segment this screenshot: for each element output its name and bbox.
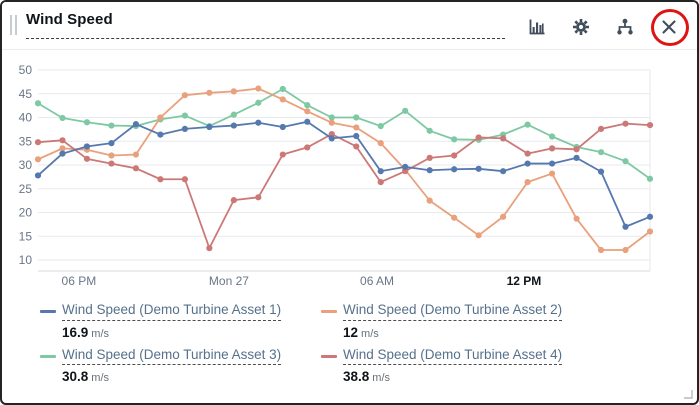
series-2-color-dash bbox=[321, 310, 337, 314]
series-3-color-dash bbox=[40, 354, 56, 358]
close-glyph bbox=[662, 20, 676, 34]
series-4-unit: m/s bbox=[372, 372, 391, 384]
svg-text:25: 25 bbox=[19, 182, 33, 196]
svg-text:15: 15 bbox=[19, 229, 33, 243]
widget-toolbar bbox=[523, 13, 683, 41]
series-2-value: 12 bbox=[343, 324, 359, 340]
series-4-latest: 38.8 m/s bbox=[343, 369, 689, 385]
chart-legend: Wind Speed (Demo Turbine Asset 1) 16.9 m/… bbox=[40, 303, 689, 385]
series-4-label[interactable]: Wind Speed (Demo Turbine Asset 4) bbox=[343, 347, 563, 365]
series-3-label[interactable]: Wind Speed (Demo Turbine Asset 3) bbox=[62, 347, 282, 365]
resize-handle-icon[interactable] bbox=[683, 389, 693, 399]
series-3-unit: m/s bbox=[91, 372, 110, 384]
svg-text:06 PM: 06 PM bbox=[62, 274, 97, 288]
series-1-value: 16.9 bbox=[62, 324, 89, 340]
chart-area: 10 15 20 25 30 35 40 45 50 06 PM Mon 27 06 AM 12 PM bbox=[2, 57, 699, 297]
svg-text:10: 10 bbox=[19, 253, 33, 267]
trend-chart[interactable]: 10 15 20 25 30 35 40 45 50 06 PM Mon 27 06 AM 12 PM bbox=[2, 57, 699, 297]
series-1-color-dash bbox=[40, 310, 56, 314]
widget-header: Wind Speed bbox=[2, 2, 697, 49]
legend-item-asset-1: Wind Speed (Demo Turbine Asset 1) 16.9 m/… bbox=[40, 303, 321, 341]
bar-chart-icon[interactable] bbox=[523, 13, 551, 41]
series-1-latest: 16.9 m/s bbox=[62, 325, 321, 341]
drag-handle-icon[interactable] bbox=[10, 15, 17, 35]
hierarchy-glyph bbox=[617, 18, 633, 35]
svg-text:30: 30 bbox=[19, 158, 33, 172]
gear-icon[interactable] bbox=[567, 13, 595, 41]
title-dashed-underline bbox=[26, 38, 505, 39]
series-4-color-dash bbox=[321, 354, 337, 358]
series-4-value: 38.8 bbox=[343, 369, 370, 384]
svg-text:45: 45 bbox=[19, 87, 33, 101]
series-2-latest: 12 m/s bbox=[343, 325, 689, 341]
series-1-label[interactable]: Wind Speed (Demo Turbine Asset 1) bbox=[62, 303, 282, 321]
svg-text:Mon 27: Mon 27 bbox=[209, 274, 249, 288]
series-2-unit: m/s bbox=[361, 327, 379, 340]
svg-text:06 AM: 06 AM bbox=[360, 274, 394, 288]
series-2-label[interactable]: Wind Speed (Demo Turbine Asset 2) bbox=[343, 303, 563, 321]
bar-chart-glyph bbox=[529, 19, 545, 35]
svg-text:50: 50 bbox=[19, 63, 33, 77]
svg-text:35: 35 bbox=[19, 134, 33, 148]
series-3-latest: 30.8 m/s bbox=[62, 369, 321, 385]
widget-title: Wind Speed bbox=[26, 11, 113, 28]
svg-text:40: 40 bbox=[19, 111, 33, 125]
close-icon[interactable] bbox=[655, 13, 683, 41]
series-1-unit: m/s bbox=[91, 327, 110, 340]
svg-text:12 PM: 12 PM bbox=[507, 274, 542, 288]
hierarchy-icon[interactable] bbox=[611, 13, 639, 41]
legend-item-asset-2: Wind Speed (Demo Turbine Asset 2) 12 m/s bbox=[321, 303, 689, 341]
legend-item-asset-3: Wind Speed (Demo Turbine Asset 3) 30.8 m/… bbox=[40, 347, 321, 386]
legend-item-asset-4: Wind Speed (Demo Turbine Asset 4) 38.8 m/… bbox=[321, 347, 689, 386]
header-separator bbox=[2, 49, 697, 50]
gear-glyph bbox=[573, 19, 589, 35]
svg-text:20: 20 bbox=[19, 206, 33, 220]
series-3-value: 30.8 bbox=[62, 369, 89, 384]
